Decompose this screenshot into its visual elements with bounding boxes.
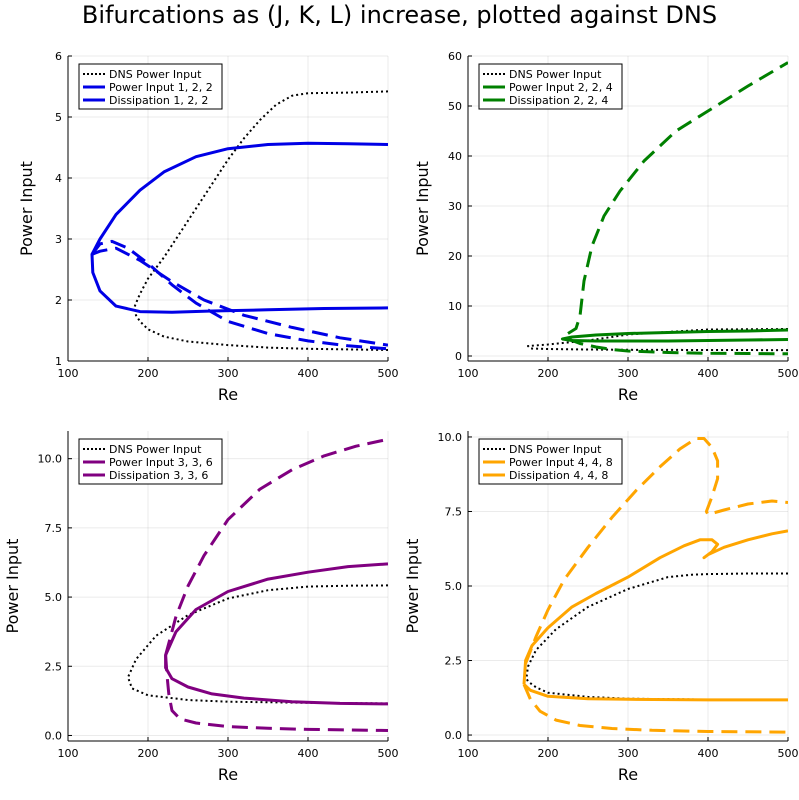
y-axis-label: Power Input bbox=[403, 539, 422, 634]
y-tick-label: 60 bbox=[448, 50, 462, 63]
figure-title: Bifurcations as (J, K, L) increase, plot… bbox=[81, 1, 718, 29]
y-tick-label: 30 bbox=[448, 200, 462, 213]
x-tick-label: 300 bbox=[218, 367, 239, 380]
series-group bbox=[127, 437, 388, 732]
series-line-4 bbox=[567, 337, 788, 356]
legend-label: Power Input 3, 3, 6 bbox=[109, 456, 213, 469]
x-tick-label: 300 bbox=[218, 747, 239, 760]
y-axis-label: Power Input bbox=[3, 539, 22, 634]
x-tick-label: 100 bbox=[458, 747, 479, 760]
legend-label: Power Input 4, 4, 8 bbox=[509, 456, 613, 469]
y-tick-label: 2.5 bbox=[445, 655, 463, 668]
x-tick-label: 500 bbox=[778, 747, 799, 760]
x-tick-label: 100 bbox=[58, 367, 79, 380]
x-tick-label: 200 bbox=[538, 367, 559, 380]
y-tick-label: 2 bbox=[55, 294, 62, 307]
x-tick-label: 300 bbox=[618, 747, 639, 760]
y-tick-label: 7.5 bbox=[45, 522, 63, 535]
y-tick-label: 7.5 bbox=[445, 505, 463, 518]
x-tick-label: 200 bbox=[138, 747, 159, 760]
series-group bbox=[527, 61, 788, 356]
x-tick-label: 400 bbox=[698, 747, 719, 760]
legend-label: Dissipation 1, 2, 2 bbox=[109, 94, 208, 107]
series-line-2 bbox=[560, 328, 788, 343]
legend-label: Power Input 1, 2, 2 bbox=[109, 81, 213, 94]
x-axis-label: Re bbox=[618, 385, 638, 404]
y-tick-label: 2.5 bbox=[45, 660, 63, 673]
y-tick-label: 4 bbox=[55, 172, 62, 185]
series-line-2 bbox=[90, 141, 388, 314]
y-tick-label: 5.0 bbox=[445, 580, 463, 593]
y-tick-label: 1 bbox=[55, 355, 62, 368]
y-tick-label: 3 bbox=[55, 233, 62, 246]
series-group bbox=[90, 90, 388, 351]
x-tick-label: 200 bbox=[138, 367, 159, 380]
series-line-4 bbox=[164, 655, 388, 732]
series-line-3 bbox=[90, 239, 388, 351]
subplot-3: 100 200 300 400 500 0.0 2.5 5.0 7.5 10.0 Re Power I… bbox=[3, 431, 399, 784]
x-axis-label: Re bbox=[218, 765, 238, 784]
y-tick-label: 6 bbox=[55, 50, 62, 63]
y-tick-label: 5.0 bbox=[45, 591, 63, 604]
x-tick-label: 300 bbox=[618, 367, 639, 380]
series-line-3 bbox=[524, 437, 788, 665]
subplot-1: 100 200 300 400 500 1 2 3 4 5 6 Re Power Input DNS Po… bbox=[17, 50, 399, 404]
x-axis-label: Re bbox=[618, 765, 638, 784]
x-tick-label: 400 bbox=[298, 367, 319, 380]
y-tick-label: 20 bbox=[448, 250, 462, 263]
y-tick-label: 5 bbox=[55, 111, 62, 124]
legend-label: Dissipation 3, 3, 6 bbox=[109, 469, 208, 482]
series-line-1 bbox=[525, 572, 788, 701]
series-line-2 bbox=[522, 529, 788, 685]
series-line-2 bbox=[164, 562, 388, 706]
subplot-2: 100 200 300 400 500 0 10 20 30 40 50 60 Re Power Inpu… bbox=[413, 50, 799, 404]
x-axis-label: Re bbox=[218, 385, 238, 404]
x-tick-label: 500 bbox=[378, 367, 399, 380]
y-tick-label: 0.0 bbox=[45, 729, 63, 742]
y-tick-label: 0 bbox=[455, 350, 462, 363]
y-tick-label: 0.0 bbox=[445, 729, 463, 742]
x-tick-label: 100 bbox=[458, 367, 479, 380]
series-line-5 bbox=[522, 683, 788, 702]
y-axis-label: Power Input bbox=[413, 161, 432, 256]
series-line-4 bbox=[91, 246, 388, 347]
series-line-3 bbox=[164, 437, 388, 656]
legend-label: Dissipation 2, 2, 4 bbox=[509, 94, 608, 107]
x-tick-label: 500 bbox=[378, 747, 399, 760]
x-tick-label: 500 bbox=[778, 367, 799, 380]
y-tick-label: 10.0 bbox=[38, 453, 63, 466]
y-tick-label: 40 bbox=[448, 150, 462, 163]
x-tick-label: 400 bbox=[298, 747, 319, 760]
y-tick-label: 50 bbox=[448, 100, 462, 113]
series-line-4 bbox=[522, 683, 788, 734]
x-tick-label: 400 bbox=[698, 367, 719, 380]
x-tick-label: 200 bbox=[538, 747, 559, 760]
y-tick-label: 10.0 bbox=[438, 431, 463, 444]
x-tick-label: 100 bbox=[58, 747, 79, 760]
legend-label: DNS Power Input bbox=[109, 443, 202, 456]
legend-label: DNS Power Input bbox=[109, 68, 202, 81]
y-tick-label: 10 bbox=[448, 300, 462, 313]
series-group bbox=[522, 437, 788, 734]
legend-label: Dissipation 4, 4, 8 bbox=[509, 469, 608, 482]
series-line-1 bbox=[133, 90, 388, 351]
legend-label: DNS Power Input bbox=[509, 443, 602, 456]
legend-label: Power Input 2, 2, 4 bbox=[509, 81, 613, 94]
subplot-4: 100 200 300 400 500 0.0 2.5 5.0 7.5 10.0 Re Power I… bbox=[403, 431, 799, 784]
legend-label: DNS Power Input bbox=[509, 68, 602, 81]
y-axis-label: Power Input bbox=[17, 161, 36, 256]
